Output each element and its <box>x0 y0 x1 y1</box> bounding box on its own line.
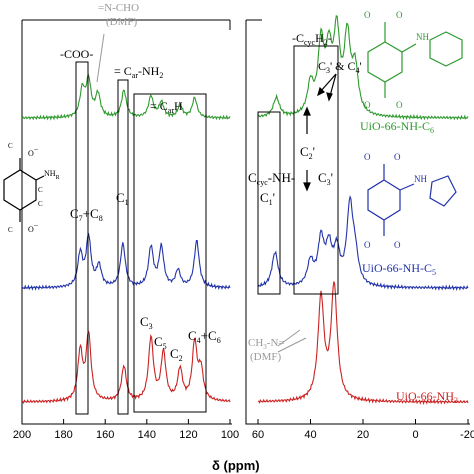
axis-frames <box>21 19 470 425</box>
region-boxes <box>75 45 339 415</box>
left-c3: C <box>38 200 43 208</box>
left-nh-r: NHR <box>44 169 60 181</box>
trace-UiO-66-NH-C5-right <box>257 195 469 291</box>
label-coo: -COO- <box>60 47 93 61</box>
label-c3: C3 <box>140 314 153 331</box>
structure-c5 <box>367 164 457 236</box>
label-c7c8: C7+C8 <box>70 206 103 223</box>
left-o-minus-bottom: O− <box>28 221 39 234</box>
box-car-h <box>133 93 207 413</box>
dmf-pointers <box>96 33 307 353</box>
ch3n-pointer-2 <box>277 337 307 353</box>
c5-nh: NH <box>414 174 427 184</box>
c5-o-minus-top: O <box>394 152 401 162</box>
left-c7: C <box>8 226 13 234</box>
x-tick-label-left-180: 180 <box>54 429 72 441</box>
trace-UiO-66-NH-C6-left <box>21 73 231 121</box>
trace-UiO-66-NH-C5-left <box>21 232 231 291</box>
left-nh-bond <box>35 175 45 181</box>
trace-UiO-66-NH2-left <box>21 329 231 405</box>
box-ccyc-h2 <box>293 45 339 295</box>
label-uio-c5: UiO-66-NH-C5 <box>362 261 436 277</box>
arrows <box>303 73 337 192</box>
c6-o-bottom: O <box>364 100 371 110</box>
left-c2: C <box>38 186 43 194</box>
label-c2: C2 <box>170 346 183 363</box>
label-c2p: C2' <box>300 144 315 161</box>
x-tick-labels: 200 180 160 140 120 100 60 40 20 0 -20 <box>13 429 474 441</box>
label-dmf-2: (DMF) <box>250 351 282 363</box>
x-tick-label-right-0: 0 <box>412 429 418 441</box>
left-c8: C <box>8 142 13 150</box>
structure-left-text: O− NHR C C C C O− <box>8 142 60 234</box>
structure-left <box>3 158 45 222</box>
ch3n-pointer-1 <box>277 329 301 347</box>
label-ncho: =N-CHO <box>98 2 139 14</box>
c5-o-minus-bottom: O <box>394 240 401 250</box>
label-c1: C1 <box>116 190 129 207</box>
c6-o-top: O <box>364 10 371 20</box>
c6-o-minus-bottom: O <box>396 100 403 110</box>
trace-UiO-66-NH-C6-right <box>257 14 469 121</box>
label-uio-nh2: UiO-66-NH2 <box>396 389 458 405</box>
box-car-nh2 <box>117 79 129 415</box>
arrow-c2p-up-head <box>303 106 311 116</box>
arrow-c3c4-2 <box>329 73 337 97</box>
spectra-traces <box>21 14 469 406</box>
c5-o-top: O <box>364 152 371 162</box>
label-c5: C5 <box>154 334 167 351</box>
x-ticks <box>21 419 469 424</box>
c5-o-bottom: O <box>364 240 371 250</box>
arrow-c3c4-1 <box>319 73 337 93</box>
x-tick-label-left-200: 200 <box>13 429 31 441</box>
x-tick-label-right--20: -20 <box>460 429 474 441</box>
x-tick-label-right-60: 60 <box>252 429 264 441</box>
label-car-h: = CarH <box>150 99 183 115</box>
arrow-c2p-down-head <box>303 182 311 192</box>
x-tick-label-left-160: 160 <box>96 429 114 441</box>
label-car-nh2: = Car-NH2 <box>114 64 163 80</box>
c5-nh-bond <box>399 183 415 191</box>
label-c1p: C1' <box>260 190 275 207</box>
arrow-c3c4-2-head <box>326 92 333 102</box>
label-c3c4: C3' & C4' <box>318 59 362 75</box>
c5-cyclopentyl-ring <box>429 175 457 207</box>
c6-o-minus-top: O <box>396 10 403 20</box>
arrow-c3c4-1-head <box>317 86 326 97</box>
left-benzene-ring <box>3 169 37 211</box>
c6-nh-bond <box>401 43 417 53</box>
annotations: -COO- =N-CHO (DMF) = Car-NH2 = CarH C7+C… <box>60 2 362 363</box>
box-ccyc-nh <box>257 111 281 295</box>
structure-c6 <box>367 22 463 98</box>
x-tick-label-right-40: 40 <box>304 429 316 441</box>
structure-c6-text: O O NH O O <box>364 10 429 110</box>
x-tick-label-left-120: 120 <box>179 429 197 441</box>
c6-nh: NH <box>416 32 429 42</box>
box-coo <box>75 61 89 415</box>
label-ch3n: CH3-N= <box>248 337 285 351</box>
label-c3p: C3' <box>318 170 333 187</box>
trace-UiO-66-NH2-right <box>257 281 469 406</box>
label-c4c6: C4+C6 <box>188 328 221 345</box>
x-tick-label-left-100: 100 <box>221 429 239 441</box>
sample-labels: UiO-66-NH-C6 UiO-66-NH-C5 UiO-66-NH2 <box>360 119 458 405</box>
ncho-pointer <box>96 33 105 83</box>
label-ccyc-nh: Ccyc-NH- <box>248 170 295 187</box>
x-axis-label: δ (ppm) <box>212 458 260 473</box>
right-panel-frame <box>245 19 470 425</box>
label-dmf-1: (DMF) <box>106 16 138 28</box>
left-o-minus: O− <box>28 145 39 158</box>
x-tick-label-left-140: 140 <box>138 429 156 441</box>
left-panel-frame <box>21 19 232 425</box>
structure-c5-text: O O NH O O <box>364 152 427 250</box>
c5-benzene-ring <box>367 179 401 221</box>
label-uio-c6: UiO-66-NH-C6 <box>360 119 434 135</box>
label-ccyc-h2: -CcycH2- <box>292 31 332 47</box>
c6-benzene-ring <box>367 41 403 83</box>
c6-cyclohexyl-ring <box>429 31 463 67</box>
x-tick-label-right-20: 20 <box>357 429 369 441</box>
